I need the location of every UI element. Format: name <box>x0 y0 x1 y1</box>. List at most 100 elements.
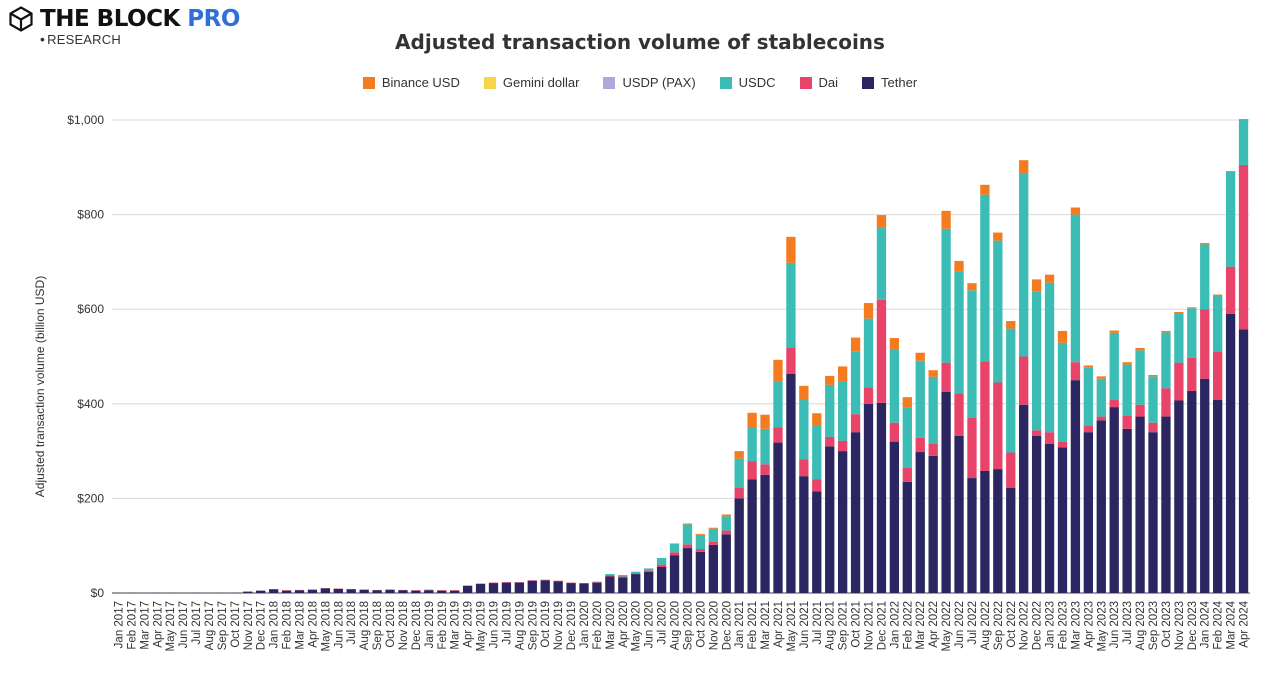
bar-segment <box>1083 426 1094 433</box>
bar-segment <box>721 514 731 517</box>
x-tick-label: Aug 2021 <box>825 601 837 650</box>
x-tick-label: Jan 2023 <box>1045 601 1057 648</box>
bar-segment <box>618 577 628 593</box>
bar-segment <box>902 397 912 408</box>
bar-segment <box>850 337 861 352</box>
bar-segment <box>954 271 964 394</box>
x-tick-label: Mar 2021 <box>760 601 772 650</box>
bar-segment <box>1096 378 1106 417</box>
bar-segment <box>1200 244 1210 310</box>
bar-segment <box>1200 378 1210 593</box>
bar-segment <box>1238 120 1249 165</box>
bar-segment <box>1083 367 1094 427</box>
bar-segment <box>993 232 1003 241</box>
x-tick-label: Jun 2017 <box>178 601 190 648</box>
bar-segment <box>799 459 809 477</box>
bar-segment <box>941 362 951 392</box>
bar-segment <box>566 583 576 593</box>
x-tick-label: Nov 2022 <box>1019 601 1031 650</box>
x-tick-label: Jan 2018 <box>269 601 281 648</box>
bar-segment <box>837 381 848 441</box>
bar-segment <box>618 576 628 578</box>
bar-segment <box>747 412 757 427</box>
bar-segment <box>1161 332 1171 389</box>
legend-label: USDC <box>738 75 776 90</box>
legend-item: Gemini dollar <box>483 75 580 90</box>
bar-segment <box>1006 452 1016 488</box>
bar-segment <box>863 403 874 593</box>
x-tick-label: Mar 2020 <box>605 601 617 650</box>
legend-swatch <box>719 76 732 89</box>
x-tick-label: Nov 2019 <box>553 601 565 650</box>
x-tick-label: Sep 2017 <box>217 601 229 650</box>
bar-segment <box>915 352 925 361</box>
bar-segment <box>967 283 977 291</box>
bar-segment <box>644 570 654 572</box>
x-tick-label: Mar 2022 <box>915 601 927 650</box>
bar-segment <box>656 557 667 565</box>
bar-segment <box>1135 416 1145 593</box>
x-tick-label: Mar 2017 <box>139 601 151 650</box>
x-tick-label: Jul 2018 <box>346 601 358 644</box>
bar-segment <box>734 451 744 459</box>
x-tick-label: Aug 2017 <box>204 601 216 650</box>
x-tick-label: Feb 2022 <box>902 601 914 650</box>
bar-segment <box>941 391 951 593</box>
bar-segment <box>372 590 382 593</box>
bar-segment <box>773 442 783 593</box>
bar-segment <box>1122 428 1132 593</box>
bar-segment <box>1109 330 1119 333</box>
bar-segment <box>889 441 900 593</box>
bar-segment <box>734 498 744 593</box>
cube-icon <box>9 6 33 32</box>
bar-segment <box>1031 430 1042 436</box>
bar-segment <box>889 422 900 442</box>
legend-item: Dai <box>799 75 838 90</box>
bar-segment <box>1200 242 1210 245</box>
bar-segment <box>618 575 628 577</box>
brand-name: THE BLOCK PRO <box>40 6 240 32</box>
x-tick-label: Sep 2021 <box>838 601 850 650</box>
bar-segment <box>812 425 822 480</box>
bar-segment <box>993 469 1003 593</box>
bar-segment <box>1096 420 1106 593</box>
legend-label: Gemini dollar <box>502 75 580 90</box>
bar-segment <box>799 385 809 400</box>
x-tick-label: Feb 2024 <box>1213 600 1225 649</box>
bar-segment <box>527 580 537 593</box>
bar-segment <box>1225 266 1236 314</box>
x-tick-label: Feb 2019 <box>437 601 449 650</box>
legend-label: Binance USD <box>381 75 460 90</box>
bar-segment <box>1083 432 1094 593</box>
bar-segment <box>1057 447 1068 593</box>
x-tick-label: Oct 2023 <box>1161 601 1173 648</box>
bar-segment <box>398 590 408 593</box>
x-tick-label: Nov 2021 <box>864 601 876 650</box>
y-tick-label: $600 <box>77 302 104 316</box>
bar-segment <box>902 467 912 482</box>
x-tick-label: Jun 2021 <box>799 601 811 648</box>
x-tick-label: Aug 2019 <box>514 601 526 650</box>
x-tick-label: Oct 2017 <box>230 601 242 648</box>
x-tick-label: Aug 2022 <box>980 601 992 650</box>
bar-segment <box>695 534 706 550</box>
bar-segment <box>721 534 731 593</box>
bar-segment <box>695 551 706 593</box>
bar-segment <box>1057 342 1068 442</box>
bar-segment <box>1122 415 1132 429</box>
legend-swatch <box>799 76 812 89</box>
x-tick-label: Apr 2019 <box>463 601 475 648</box>
bar-segment <box>1019 173 1029 357</box>
x-tick-label: May 2019 <box>476 601 488 652</box>
bar-segment <box>1006 321 1016 329</box>
x-tick-label: May 2022 <box>941 601 953 652</box>
brand-logo: THE BLOCK PRO • RESEARCH <box>8 6 240 47</box>
bar-segment <box>1083 365 1094 368</box>
y-tick-label: $200 <box>77 491 104 505</box>
bar-segment <box>682 544 693 549</box>
bar-segment <box>631 573 641 575</box>
x-tick-label: Jul 2021 <box>812 601 824 644</box>
bar-segment <box>760 474 770 593</box>
bar-segment <box>1109 400 1119 408</box>
bar-segment <box>967 417 977 479</box>
